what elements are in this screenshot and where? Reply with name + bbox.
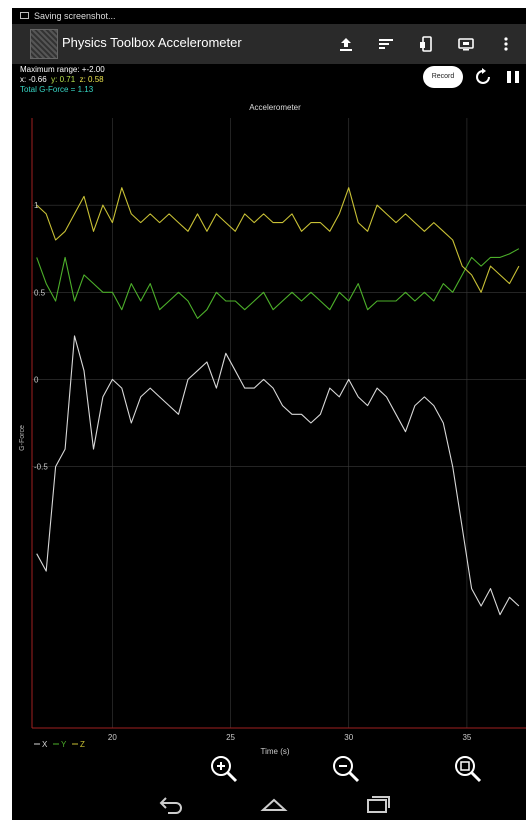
pause-icon[interactable]: [502, 66, 524, 88]
x-tick-label: 30: [344, 733, 353, 742]
chart-title: Accelerometer: [249, 103, 301, 112]
series-line-z: [36, 187, 520, 293]
series-line-x: [36, 335, 520, 616]
chart-legend: X Y Z: [34, 740, 85, 749]
x-value: x: -0.66: [20, 75, 47, 84]
x-tick-label: 35: [462, 733, 471, 742]
x-tick-label: 25: [226, 733, 235, 742]
y-tick-label: 0: [34, 375, 39, 384]
reset-icon[interactable]: [472, 66, 494, 88]
zoom-in-icon[interactable]: [208, 753, 240, 785]
total-gforce: Total G-Force = 1.13: [20, 85, 94, 94]
axis-values: x: -0.66 y: 0.71 z: 0.58: [20, 75, 105, 85]
back-icon[interactable]: [158, 794, 186, 814]
screenshot-icon: [20, 12, 29, 19]
x-tick-label: 20: [108, 733, 117, 742]
x-axis-label: Time (s): [260, 747, 289, 756]
sensor-readout: Maximum range: +-2.00 x: -0.66 y: 0.71 z…: [20, 65, 105, 95]
y-tick-label: 1: [34, 201, 39, 210]
zoom-out-icon[interactable]: [330, 753, 362, 785]
series-line-y: [36, 248, 520, 319]
upload-icon[interactable]: [332, 30, 360, 58]
record-button[interactable]: Record: [423, 66, 463, 88]
legend-label-z: Z: [80, 740, 85, 749]
legend-label-y: Y: [61, 740, 67, 749]
y-axis-label: G-Force: [19, 425, 26, 451]
app-icon: [30, 29, 58, 59]
legend-label-x: X: [42, 740, 48, 749]
y-tick-label: -0.5: [34, 463, 48, 472]
y-tick-label: 0.5: [34, 288, 46, 297]
max-range-label: Maximum range: +-2.00: [20, 65, 105, 74]
device-orientation-icon[interactable]: [412, 30, 440, 58]
status-bar: Saving screenshot...: [12, 8, 526, 24]
sort-icon[interactable]: [372, 30, 400, 58]
screen-icon[interactable]: [452, 30, 480, 58]
y-value: y: 0.71: [51, 75, 76, 84]
home-icon[interactable]: [260, 794, 288, 814]
z-value: z: 0.58: [79, 75, 104, 84]
app-title: Physics Toolbox Accelerometer: [62, 35, 242, 50]
more-vert-icon[interactable]: [492, 30, 520, 58]
zoom-fit-icon[interactable]: [452, 753, 484, 785]
status-notification: Saving screenshot...: [34, 11, 116, 21]
recents-icon[interactable]: [364, 794, 392, 814]
device-screen: Saving screenshot... Physics Toolbox Acc…: [12, 8, 526, 820]
action-bar: Physics Toolbox Accelerometer: [12, 24, 526, 64]
